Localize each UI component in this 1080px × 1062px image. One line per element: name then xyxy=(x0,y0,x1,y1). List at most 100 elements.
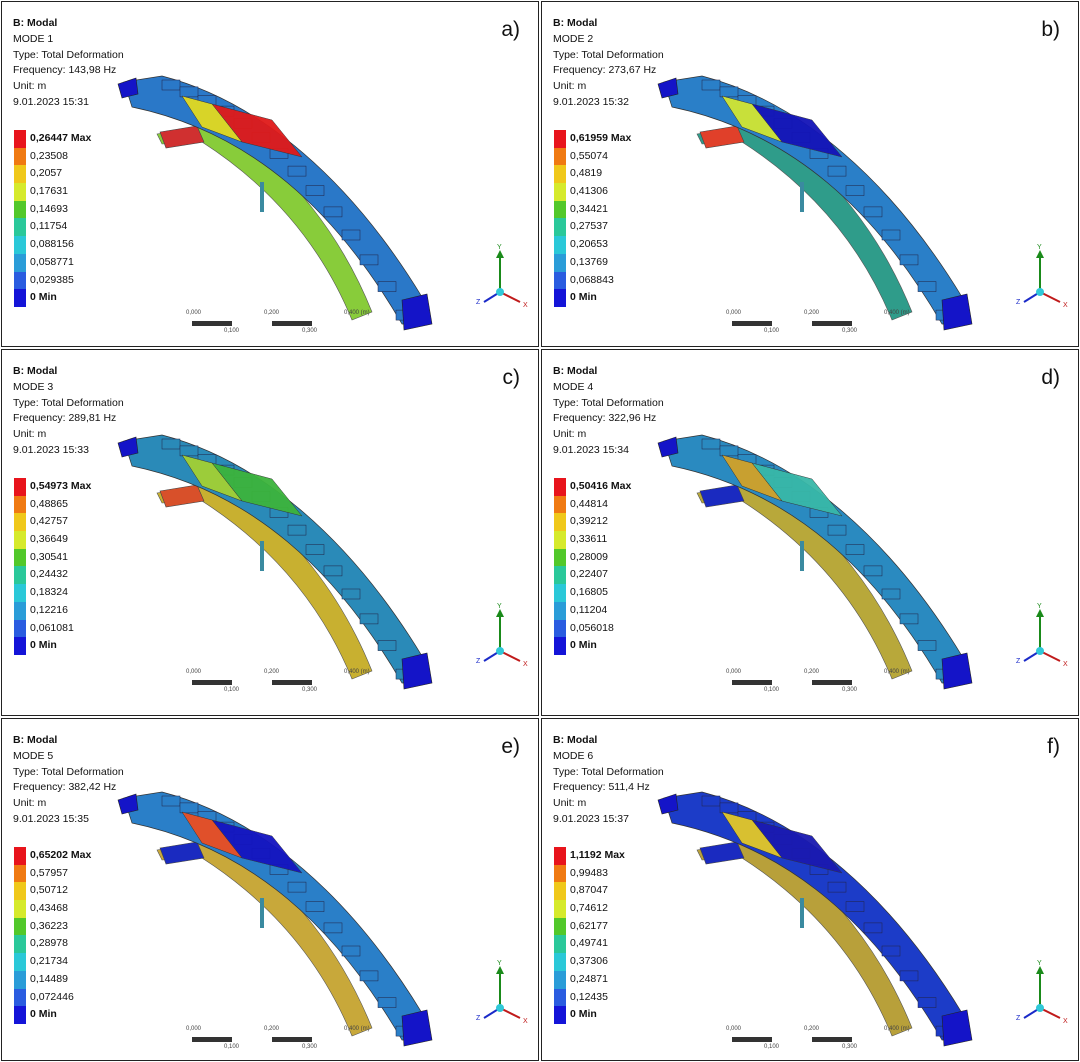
legend-swatch xyxy=(14,900,26,918)
legend-swatch xyxy=(14,917,26,936)
result-title: B: Modal xyxy=(553,734,598,746)
leaf-step xyxy=(359,970,379,982)
x-axis-label: X xyxy=(523,302,528,309)
z-axis-label: Z xyxy=(476,658,481,665)
y-axis-label: Y xyxy=(1037,603,1042,610)
spring-eye-left xyxy=(657,793,679,815)
legend-swatch xyxy=(14,147,26,166)
triad-origin xyxy=(496,647,504,655)
frequency-text: Frequency: 143,98 Hz xyxy=(13,64,117,77)
legend-value: 0,39212 xyxy=(570,515,608,528)
legend-swatch xyxy=(554,130,566,148)
mode-name: MODE 3 xyxy=(13,380,54,393)
leaf-spring-model xyxy=(657,75,973,331)
leaf-step xyxy=(899,613,919,625)
scale-tick: 0,200 xyxy=(264,310,280,316)
result-info: B: Modal MODE 1 Type: Total Deformation Fre… xyxy=(13,16,124,111)
scale-tick: 0,300 xyxy=(302,328,318,334)
triad-origin xyxy=(1036,288,1044,296)
legend-swatch xyxy=(14,183,26,201)
leaf-step xyxy=(179,802,199,814)
result-title: B: Modal xyxy=(13,734,58,746)
scale-tick: 0,200 xyxy=(264,1026,280,1032)
axis-triad: Y X Z xyxy=(1016,960,1068,1025)
scale-tick: 0,400 (m) xyxy=(884,1026,910,1032)
spring-eye-left xyxy=(117,77,139,99)
spring-eye-right xyxy=(941,1009,973,1047)
scale-segment xyxy=(812,680,852,685)
legend-swatch xyxy=(554,165,566,184)
frequency-text: Frequency: 273,67 Hz xyxy=(553,64,657,77)
leaf-step xyxy=(719,445,739,457)
leaf-step xyxy=(881,588,901,600)
z-axis-label: Z xyxy=(1016,658,1021,665)
y-arrow-head xyxy=(1036,966,1044,974)
scale-tick: 0,300 xyxy=(842,328,858,334)
unit-text: Unit: m xyxy=(13,80,47,93)
frequency-text: Frequency: 382,42 Hz xyxy=(13,781,117,794)
leaf-step xyxy=(827,524,847,536)
leaf-step xyxy=(341,945,361,957)
x-axis-label: X xyxy=(523,1018,528,1025)
panel-label: d) xyxy=(1041,366,1060,389)
leaf-step xyxy=(287,165,307,177)
legend-value: 0,28978 xyxy=(30,937,68,950)
scale-tick: 0,100 xyxy=(764,687,780,693)
legend-value: 0,36223 xyxy=(30,919,68,932)
leaf-step xyxy=(161,79,181,91)
y-axis-label: Y xyxy=(1037,960,1042,967)
legend-value: 0,50712 xyxy=(30,884,68,897)
scale-segment xyxy=(812,321,852,326)
legend-swatch xyxy=(554,935,566,954)
legend-swatch xyxy=(14,970,26,989)
legend-value: 0,12216 xyxy=(30,603,68,616)
legend-swatch xyxy=(14,847,26,865)
legend-swatch xyxy=(554,637,566,655)
scale-tick: 0,000 xyxy=(186,310,202,316)
y-axis-label: Y xyxy=(1037,244,1042,251)
legend-value: 0,74612 xyxy=(570,902,608,915)
result-title: B: Modal xyxy=(553,17,598,29)
scale-tick: 0,300 xyxy=(842,1044,858,1050)
legend-value: 0,22407 xyxy=(570,568,608,581)
scale-tick: 0,100 xyxy=(224,1044,240,1050)
legend-value: 0,029385 xyxy=(30,273,74,286)
legend-value: 0 Min xyxy=(30,1008,57,1021)
legend-value: 1,1192 Max xyxy=(570,849,625,861)
center-bolt xyxy=(260,898,264,928)
timestamp: 9.01.2023 15:34 xyxy=(553,443,629,456)
legend-value: 0,99483 xyxy=(570,866,608,879)
legend-value: 0,54973 Max xyxy=(30,480,92,492)
spring-eye-left xyxy=(657,77,679,99)
legend-value: 0,18324 xyxy=(30,586,68,599)
scale-tick: 0,200 xyxy=(804,1026,820,1032)
leaf-step xyxy=(845,544,865,555)
z-axis-label: Z xyxy=(476,1015,481,1022)
legend-swatch xyxy=(554,200,566,219)
leaf-step xyxy=(377,281,397,292)
spring-eye-right xyxy=(401,293,433,331)
main-leaf xyxy=(663,75,963,325)
scale-segment xyxy=(732,1037,772,1042)
legend-swatch xyxy=(14,637,26,655)
leaf-step xyxy=(917,640,937,651)
legend-value: 0,14489 xyxy=(30,972,68,985)
legend-value: 0,23508 xyxy=(30,149,68,162)
scale-bar: 0,000 0,100 0,200 0,300 0,400 (m) xyxy=(720,1021,920,1057)
leaf-step xyxy=(287,881,307,893)
leaf-spring-model xyxy=(117,791,433,1047)
legend-swatch xyxy=(554,478,566,496)
legend-value: 0 Min xyxy=(570,639,597,652)
result-type: Type: Total Deformation xyxy=(13,765,124,778)
timestamp: 9.01.2023 15:37 xyxy=(553,812,629,825)
legend-swatch xyxy=(554,253,566,272)
legend-swatch xyxy=(14,165,26,184)
panel-label: f) xyxy=(1047,735,1060,758)
mode-name: MODE 2 xyxy=(553,32,594,45)
scale-segment xyxy=(272,321,312,326)
legend-swatch xyxy=(554,882,566,901)
legend-swatch xyxy=(14,935,26,954)
legend-swatch xyxy=(554,566,566,585)
scale-tick: 0,400 (m) xyxy=(884,669,910,675)
scale-bar: 0,000 0,100 0,200 0,300 0,400 (m) xyxy=(180,664,380,700)
